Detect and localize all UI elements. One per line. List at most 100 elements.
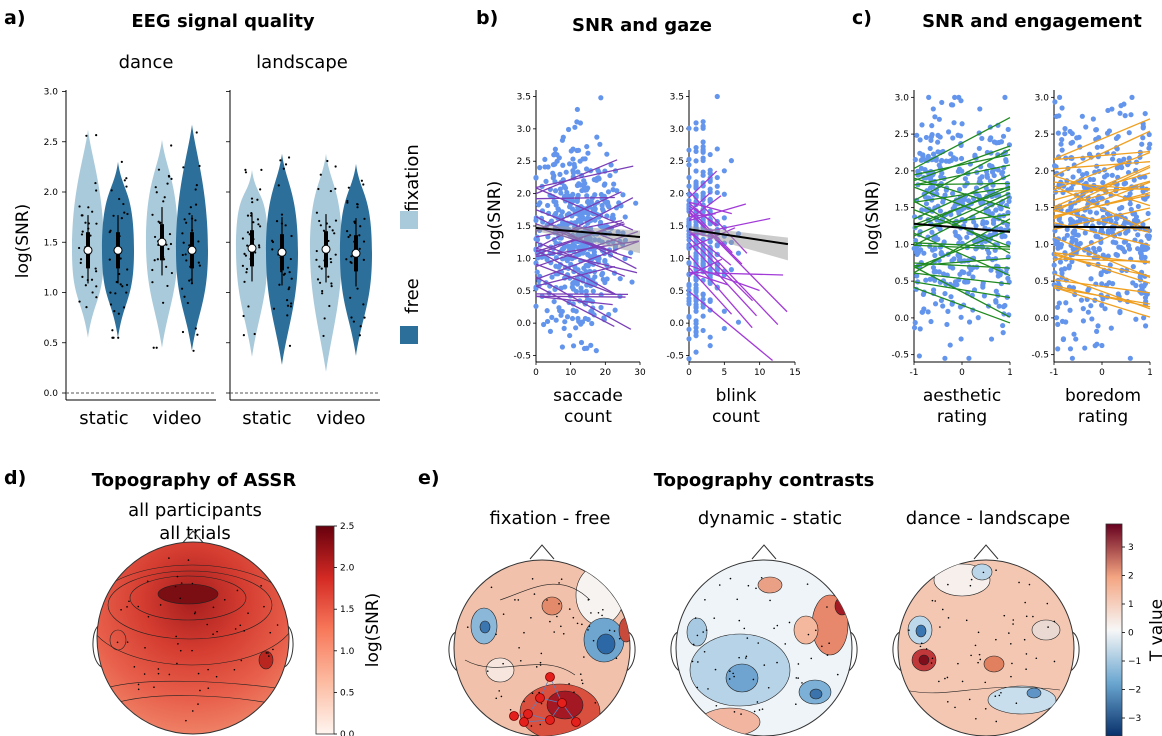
electrode [736,598,739,601]
scatter-point [1142,110,1148,117]
violin-point [169,242,173,246]
scatter-point [1113,251,1119,258]
scatter-point [966,319,973,325]
scatter-point [956,186,963,193]
violin-point [243,252,246,256]
scatter-point [601,315,607,321]
electrode [233,668,236,671]
scatter-point [617,276,623,282]
violin-point [290,277,293,280]
scatter-point [583,166,590,172]
scatter-point [1080,318,1087,324]
scatter-point [610,215,617,222]
participant-fit-line [535,241,626,277]
violin-median [321,244,331,254]
scatter-point [686,162,692,168]
participant-fit-line [535,249,617,296]
electrode [919,645,922,648]
scatter-point [700,313,706,319]
participant-fit-line [688,201,732,215]
electrode [517,599,520,601]
ytick-label: 0.0 [670,319,685,329]
electrode [738,619,741,622]
violin-point [250,197,254,200]
electrodes-d [116,557,279,722]
scatter-point [1133,282,1139,289]
scatter-point [914,273,920,279]
scatter-point [1135,246,1141,252]
violin-point [121,285,124,288]
scatter-point [542,156,548,163]
electrode [133,666,136,668]
participant-fit-line [1053,185,1151,232]
scatter-point [1093,127,1100,133]
violin-point [315,211,319,214]
violin-point [346,199,349,203]
ytick-label: 0.5 [517,287,531,297]
scatter-point [966,264,973,270]
electrode [176,662,178,665]
scatter-point [1055,321,1061,327]
electrode [965,619,968,622]
violin-point [242,314,245,318]
scatter-point [633,200,639,206]
electrode [995,638,997,641]
scatter-point [707,280,713,286]
scatter-point [919,122,925,128]
electrode [763,664,766,666]
scatter-point [938,158,945,164]
violin-point [289,257,292,261]
ytick-label: 1.5 [517,222,531,232]
scatter-point [735,250,742,256]
scatter-point [544,308,550,314]
electrode [490,586,493,589]
electrode [714,668,717,671]
violin-point [359,225,362,228]
violin-point [157,168,161,171]
participant-fit-line [535,247,638,274]
scatter-point [964,234,970,240]
scatter-point [914,132,920,138]
electrode [572,616,575,619]
participant-fit-line [1053,209,1151,234]
violin-point [126,268,129,271]
scatter-point [561,325,567,331]
colorbar-tick-label: 2 [1128,572,1134,582]
scatter-point [1142,323,1149,329]
panel-c-xlabel-2a: boredom [1065,386,1141,406]
scatter-point [1071,331,1077,337]
scatter-point [971,219,977,225]
scatter-point [955,234,962,240]
scatter-point [567,332,573,339]
violin-point [119,257,122,260]
electrode [267,652,269,654]
scatter-point [707,266,713,273]
scatter-point [1117,309,1123,316]
scatter-point [592,206,598,212]
scatter-point [686,147,692,153]
violin-point [349,296,352,299]
legend-label-free: free [402,278,423,314]
scatter-point [578,339,585,346]
scatter-point [942,290,948,297]
fit-confidence-band [536,224,640,254]
xtick-a2-static: static [242,408,291,429]
violin-point [347,186,350,189]
electrode [197,672,200,675]
violin-point [188,244,191,247]
electrode [523,631,525,634]
scatter-point [1105,253,1111,259]
violin-point [94,181,97,185]
violin-point [352,320,355,323]
violin-point [125,177,128,180]
legend-label-fixation: fixation [402,144,423,212]
violin-point [256,198,259,201]
scatter-point [1059,137,1065,143]
electrode [691,660,694,663]
scatter-point [693,126,699,132]
violin-point [334,219,338,222]
scatter-point [937,226,943,232]
scatter-point [693,349,699,355]
electrode [597,611,600,614]
scatter-point [930,287,937,293]
